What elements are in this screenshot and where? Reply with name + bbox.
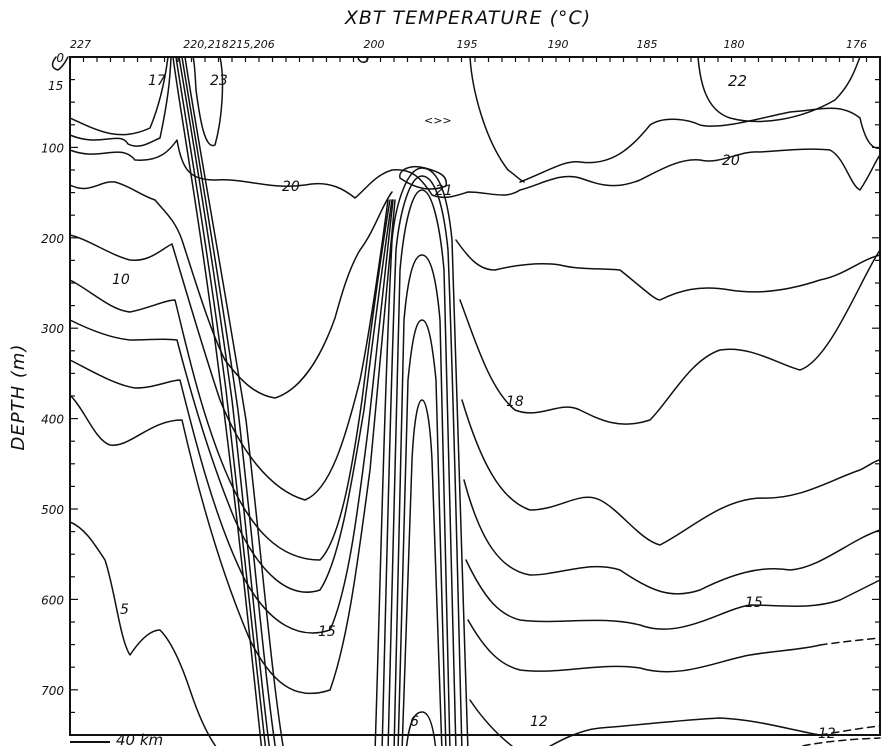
front-line-3: [178, 56, 270, 746]
dome-line-4: [393, 254, 451, 746]
front-line-4: [181, 56, 276, 746]
isotherm-label-21: 21: [435, 183, 453, 199]
isotherm-right-6-dashed: [819, 637, 881, 646]
isotherm-20-upper: [69, 139, 881, 199]
isotherm-22-lens: [697, 56, 861, 123]
isotherm-label-15-right: 15: [745, 595, 763, 611]
y-axis-label: DEPTH (m): [8, 344, 29, 451]
isotherm-label-15-corner: 15: [48, 79, 63, 93]
station-label: 185: [637, 38, 658, 51]
station-label: 195: [457, 38, 478, 51]
isotherm-15-mid: [69, 199, 394, 634]
front-line-2: [175, 56, 267, 746]
isotherm-10: [69, 199, 389, 501]
isotherm-17-left: [69, 56, 169, 136]
isotherm-right-2: [459, 249, 881, 425]
depth-tick-label: 500: [41, 503, 64, 517]
isotherm-23-pocket: [192, 56, 224, 147]
isotherm-right-6: [467, 619, 821, 673]
isotherm-label-chevrons: <>>: [424, 114, 452, 127]
isotherm-left-6: [69, 199, 396, 695]
isotherm-12: [469, 699, 514, 746]
dome-line-6: [401, 399, 443, 746]
front-line-5: [184, 56, 284, 746]
station-label-group: 227 220,218 215,206 200 195 190 185 180 176: [70, 38, 867, 51]
scale-bar-label: 40 km: [116, 731, 163, 746]
station-label: 180: [724, 38, 745, 51]
isotherm-label-12: 12: [530, 714, 548, 730]
isotherm-upper-left-1: [69, 56, 172, 147]
dome-line-1: [374, 167, 469, 746]
isotherm-label-10: 10: [112, 272, 130, 288]
depth-tick-label: 600: [41, 593, 64, 607]
isotherm-right-7: [548, 717, 821, 746]
isotherm-label-17: 17: [148, 73, 166, 89]
isotherm-label-22: 22: [728, 72, 747, 90]
plot-frame: [69, 56, 881, 736]
isotherm-surface-pocket: [357, 56, 369, 63]
depth-tick-label-group: 0 100 200 300 400 500 600 700: [41, 51, 64, 698]
isotherm-label-20-left: 20: [282, 179, 300, 195]
station-label: 220,218: [183, 38, 229, 51]
isotherm-contours: [51, 56, 881, 746]
station-label: 190: [548, 38, 569, 51]
isotherm-21-eddy: [399, 166, 448, 190]
chart-title: XBT TEMPERATURE (°C): [344, 7, 591, 29]
depth-tick-label: 400: [41, 413, 64, 427]
isotherm-label-23: 23: [210, 73, 228, 89]
front-line-1: [172, 56, 263, 746]
isotherm-center-warm: [469, 56, 525, 183]
station-label: 227: [70, 38, 91, 51]
isotherm-warm-corner: [51, 56, 69, 71]
isotherm-left-3: [69, 199, 391, 561]
depth-tick-label: 100: [41, 141, 64, 155]
isotherm-label-6: 6: [410, 714, 419, 730]
isotherm-label-18: 18: [506, 394, 524, 410]
isotherm-18: [455, 239, 881, 301]
isotherm-label-5: 5: [120, 602, 129, 618]
station-label: 176: [846, 38, 867, 51]
isotherm-right-4: [463, 479, 881, 595]
depth-tick-label: 0: [56, 51, 64, 65]
isotherm-20-right-upper: [519, 107, 881, 183]
station-label: 200: [364, 38, 385, 51]
dome-line-5: [397, 319, 447, 746]
depth-tick-label: 300: [41, 322, 64, 336]
isotherm-right-3: [461, 399, 881, 546]
dome-line-2: [381, 175, 463, 746]
isotherm-label-group: 15 17 23 22 <>> 20 20 21 10 18 5 15 15 6…: [48, 72, 836, 742]
depth-tick-label: 200: [41, 232, 64, 246]
isotherm-label-20-right: 20: [722, 153, 740, 169]
station-label: 215,206: [229, 38, 275, 51]
isotherm-12-right-dashed: [798, 737, 881, 746]
isotherm-5: [69, 521, 217, 746]
isotherm-label-15-mid: 15: [318, 624, 336, 640]
depth-tick-label: 700: [41, 684, 64, 698]
isotherm-left-1: [69, 181, 393, 399]
isotherm-15-right: [465, 559, 881, 630]
dome-line-3: [387, 189, 457, 746]
